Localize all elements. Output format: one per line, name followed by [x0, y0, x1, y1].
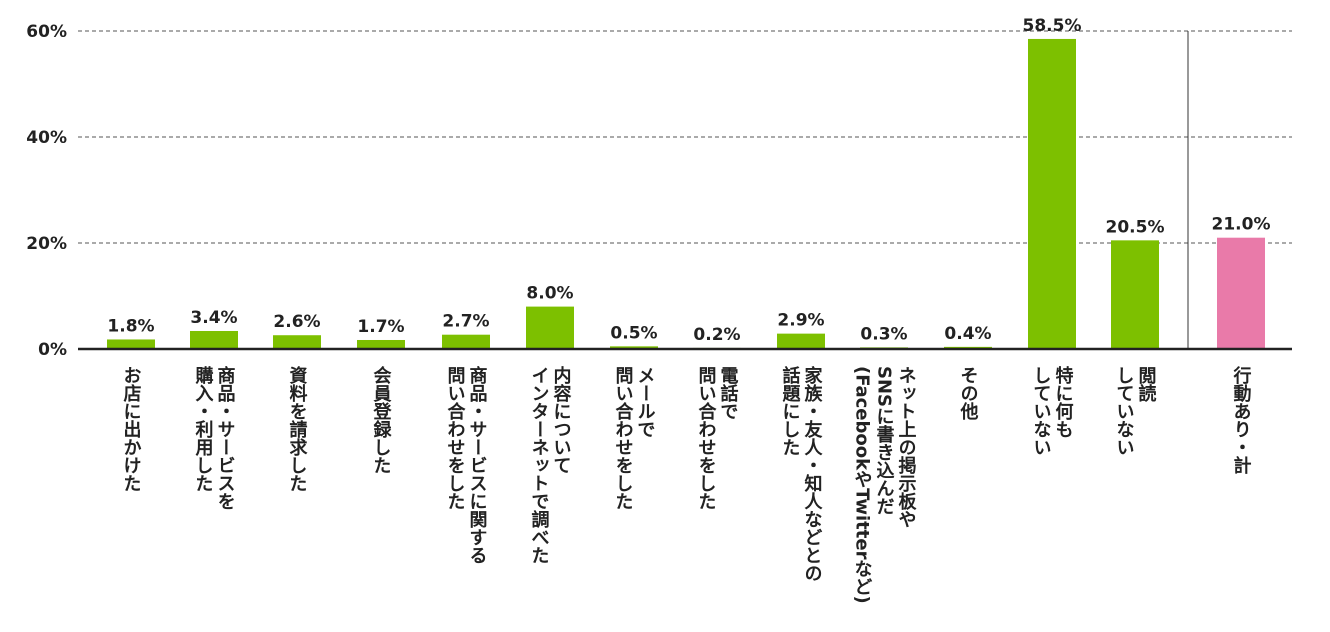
- data-label: 21.0%: [1212, 215, 1271, 235]
- data-label: 1.8%: [107, 316, 154, 336]
- category-label: 特に何も: [1053, 365, 1074, 438]
- bar: [1217, 237, 1265, 349]
- bar: [442, 334, 490, 349]
- category-label: 商品・サービスを: [215, 365, 236, 510]
- data-label: 3.4%: [190, 308, 237, 328]
- y-tick-label: 40%: [26, 128, 67, 148]
- data-label: 0.2%: [693, 325, 740, 345]
- data-label: 8.0%: [526, 284, 573, 304]
- y-tick-label: 0%: [38, 340, 67, 360]
- y-tick-label: 20%: [26, 234, 67, 254]
- data-label: 0.4%: [944, 324, 991, 344]
- bar: [610, 346, 658, 349]
- bar: [273, 335, 321, 349]
- category-label: 問い合わせをした: [613, 366, 634, 510]
- category-label: 商品・サービスに関する: [467, 365, 488, 564]
- category-label: 問い合わせをした: [696, 366, 717, 510]
- data-label: 2.6%: [273, 312, 320, 332]
- data-label: 2.9%: [777, 311, 824, 331]
- category-label: 内容について: [551, 365, 572, 474]
- bar: [1111, 240, 1159, 349]
- data-label: 0.3%: [860, 324, 907, 344]
- bar: [190, 330, 238, 349]
- bar: [526, 306, 574, 349]
- category-label: SNSに書き込んだ: [874, 366, 895, 515]
- category-label: 会員登録した: [371, 365, 393, 474]
- category-label: 行動あり・計: [1231, 365, 1253, 475]
- bar: [357, 339, 405, 349]
- y-tick-label: 60%: [26, 22, 67, 42]
- category-label: ネット上の掲示板や: [896, 366, 917, 528]
- category-label: メールで: [635, 366, 656, 438]
- category-label: していない: [1114, 366, 1135, 456]
- category-label: (FacebookやTwitterなど): [852, 366, 873, 604]
- data-label: 58.5%: [1023, 16, 1082, 36]
- data-label: 2.7%: [442, 312, 489, 332]
- data-label: 1.7%: [357, 317, 404, 337]
- category-label: していない: [1031, 366, 1052, 456]
- category-label: 電話で: [718, 366, 739, 420]
- bar: [777, 333, 825, 349]
- data-label: 0.5%: [610, 323, 657, 343]
- category-label: 閲読: [1136, 366, 1157, 403]
- category-label: インターネットで調べた: [529, 366, 550, 564]
- category-label: 話題にした: [780, 365, 801, 456]
- category-label: 家族・友人・知人などとの: [802, 365, 823, 582]
- category-label: 問い合わせをした: [445, 366, 466, 510]
- category-label: お店に出かけた: [121, 366, 142, 492]
- bar: [1028, 38, 1076, 349]
- category-label: 購入・利用した: [193, 365, 215, 492]
- category-label: その他: [958, 366, 980, 420]
- bar: [107, 339, 155, 349]
- category-label: 資料を請求した: [287, 366, 308, 492]
- data-label: 20.5%: [1106, 217, 1165, 237]
